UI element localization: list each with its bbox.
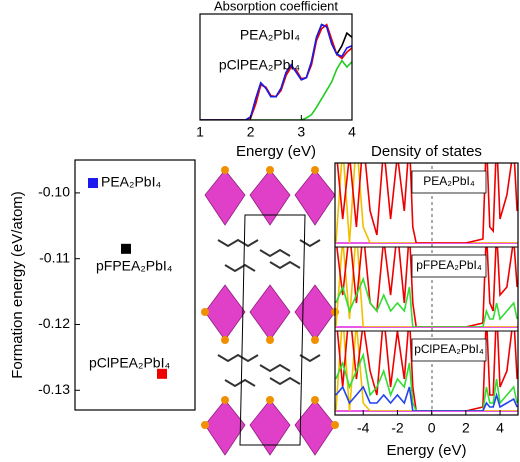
- data-line: [335, 385, 518, 411]
- plot-area: [335, 247, 518, 327]
- x-axis-label: Energy (eV): [236, 143, 316, 160]
- point: [121, 243, 131, 254]
- data-line: [335, 276, 518, 327]
- y-tick-label: -0.10: [38, 184, 70, 200]
- data-line: [335, 331, 518, 411]
- x-tick-label: -4: [357, 420, 370, 436]
- panel-label-box: [411, 170, 487, 194]
- chart-title: Absorption coefficient: [214, 0, 338, 13]
- panel-label-box: [411, 254, 487, 278]
- legend-label: pClPEA₂PbI₄: [219, 57, 300, 73]
- data-line: [335, 163, 518, 243]
- legend-label: PEA₂PbI₄: [240, 27, 300, 43]
- data-line: [200, 59, 352, 120]
- point: [157, 368, 167, 379]
- panel-label-box: [411, 338, 487, 362]
- panel-label: PEA₂PbI₄: [423, 174, 475, 188]
- y-tick-label: -0.12: [38, 315, 70, 331]
- crystal-structure: [201, 166, 339, 456]
- point-label: pFPEA₂PbI₄: [96, 258, 173, 274]
- y-tick-label: -0.11: [39, 249, 70, 265]
- x-tick-label: 0: [428, 420, 436, 436]
- data-line: [335, 352, 518, 411]
- x-tick-label: 2: [462, 420, 470, 436]
- data-line: [200, 23, 352, 120]
- plot-area: [335, 331, 518, 411]
- panel-label: pFPEA₂PbI₄: [416, 258, 482, 272]
- plot-area: [335, 163, 518, 243]
- plot-frame: [334, 162, 519, 416]
- x-tick-label: 4: [496, 420, 504, 436]
- data-line: [336, 247, 518, 327]
- y-axis-label: Formation energy (eV/atom): [9, 191, 26, 379]
- chart-title: Density of states: [371, 143, 482, 160]
- x-tick-label: 4: [348, 124, 356, 140]
- y-tick-label: -0.13: [38, 381, 70, 397]
- plot-frame: [199, 13, 353, 121]
- plot-area: [200, 23, 352, 120]
- data-line: [336, 163, 518, 243]
- panel-label: pClPEA₂PbI₄: [414, 342, 484, 356]
- x-axis-label: Energy (eV): [386, 442, 466, 459]
- point-label: PEA₂PbI₄: [101, 174, 161, 190]
- data-line: [336, 331, 518, 411]
- x-tick-label: 2: [247, 124, 255, 140]
- point: [88, 178, 98, 189]
- point-label: pClPEA₂PbI₄: [89, 355, 170, 371]
- plot-frame: [74, 159, 196, 411]
- x-tick-label: -2: [391, 420, 404, 436]
- x-tick-label: 1: [196, 124, 204, 140]
- x-tick-label: 3: [297, 124, 305, 140]
